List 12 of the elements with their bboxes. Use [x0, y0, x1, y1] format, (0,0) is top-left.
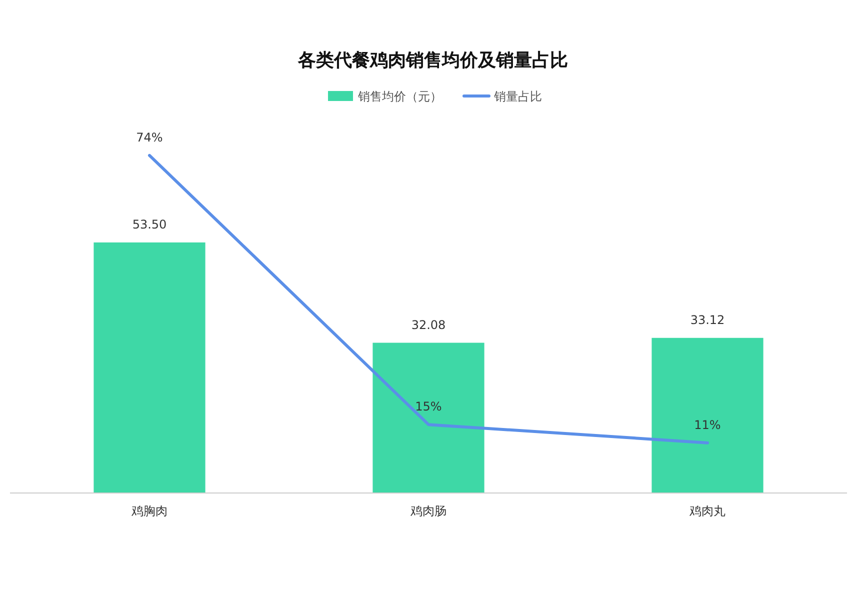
data-label: 32.08: [411, 318, 446, 332]
data-label: 33.12: [690, 312, 725, 327]
chart-title: 各类代餐鸡肉销售均价及销量占比: [297, 50, 568, 71]
legend-label: 销售均价（元）: [357, 90, 442, 104]
x-tick-label: 鸡肉丸: [688, 504, 726, 518]
x-tick-label: 鸡肉肠: [410, 504, 446, 518]
data-label: 74%: [136, 130, 163, 144]
data-label: 11%: [694, 418, 721, 432]
data-label: 53.50: [132, 217, 167, 232]
data-label: 15%: [415, 400, 442, 414]
x-tick-label: 鸡胸肉: [130, 504, 168, 518]
legend-label: 销量占比: [493, 90, 542, 104]
